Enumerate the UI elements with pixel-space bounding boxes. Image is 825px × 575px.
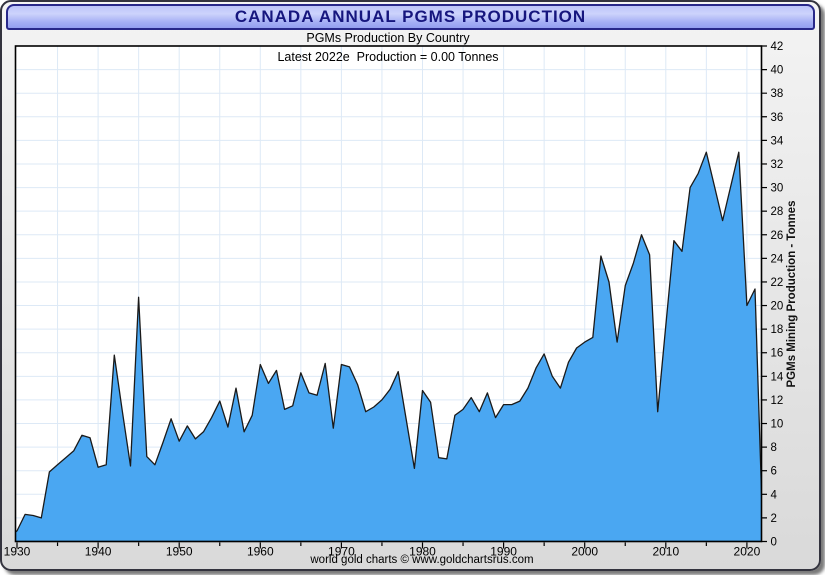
y-tick-label: 40	[771, 65, 784, 77]
chart-subtitle: PGMs Production By Country	[306, 31, 470, 45]
y-tick-label: 2	[771, 513, 777, 525]
x-tick-label: 1970	[328, 545, 355, 559]
y-tick-label: 12	[771, 395, 784, 407]
x-tick-label: 2020	[734, 545, 761, 559]
y-tick-label: 28	[771, 206, 784, 218]
chart-annotation: Latest 2022e Production = 0.00 Tonnes	[277, 50, 498, 64]
y-tick-label: 26	[771, 230, 784, 242]
y-tick-label: 42	[771, 41, 784, 53]
x-tick-label: 1950	[166, 545, 193, 559]
y-tick-label: 16	[771, 348, 784, 360]
y-tick-label: 20	[771, 301, 784, 313]
y-tick-label: 38	[771, 88, 784, 100]
y-tick-label: 6	[771, 466, 777, 478]
footer-credit: world gold charts © www.goldchartsrus.co…	[309, 554, 533, 566]
chart-title-bar: CANADA ANNUAL PGMS PRODUCTION	[6, 4, 815, 30]
pgms-production-chart: PGMs Production By Country Latest 2022e …	[4, 31, 798, 566]
x-tick-label: 1940	[85, 545, 112, 559]
y-tick-label: 32	[771, 159, 784, 171]
x-tick-label: 1990	[490, 545, 517, 559]
y-tick-label: 30	[771, 183, 784, 195]
plot-border	[14, 45, 763, 543]
y-axis-title: PGMs Mining Production - Tonnes	[786, 201, 798, 388]
production-area-series	[15, 151, 762, 542]
y-tick-label: 14	[771, 371, 784, 383]
x-tick-label: 2010	[652, 545, 679, 559]
y-tick-label: 22	[771, 277, 784, 289]
production-area	[15, 151, 762, 542]
y-tick-label: 18	[771, 324, 784, 336]
y-tick-label: 0	[771, 537, 777, 549]
y-tick-label: 4	[771, 489, 778, 501]
y-tick-label: 36	[771, 112, 784, 124]
x-tick-label: 1930	[4, 545, 31, 559]
x-tick-label: 1980	[409, 545, 436, 559]
y-tick-label: 34	[771, 135, 784, 147]
y-tick-label: 10	[771, 419, 784, 431]
x-tick-label: 1960	[247, 545, 274, 559]
chart-title: CANADA ANNUAL PGMS PRODUCTION	[234, 7, 587, 26]
y-tick-label: 24	[771, 253, 784, 265]
x-tick-label: 2000	[571, 545, 598, 559]
y-tick-label: 8	[771, 442, 777, 454]
x-axis-ticks: 1930 1940 1950 1960 1970 1980 1990 2000 2010 2020	[4, 542, 761, 559]
